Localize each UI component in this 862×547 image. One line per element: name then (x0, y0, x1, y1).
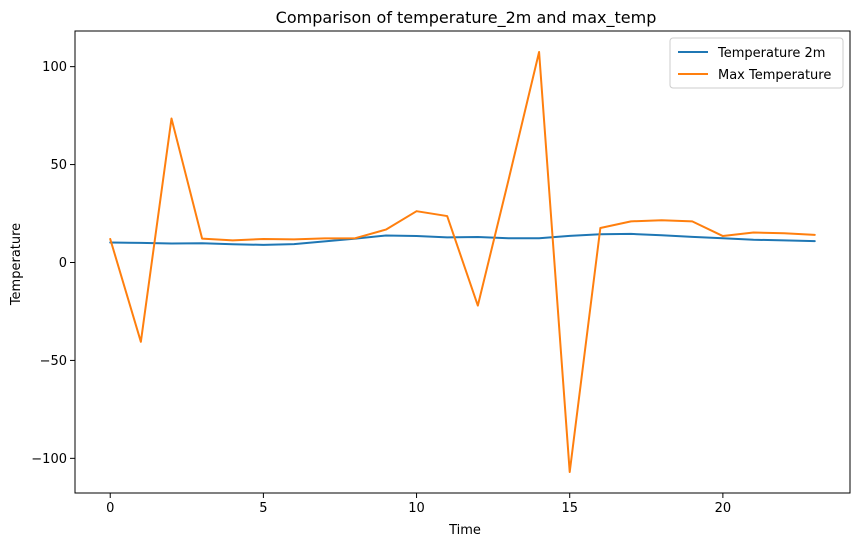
legend-label-2: Max Temperature (718, 68, 831, 83)
y-tick-label: 100 (42, 60, 67, 75)
x-tick-label: 0 (106, 501, 114, 516)
series-line-1 (109, 232, 816, 246)
legend (669, 37, 844, 89)
y-tick-label: 50 (50, 158, 67, 173)
y-tick-label: 0 (59, 256, 67, 271)
y-axis-label: Temperature (9, 223, 24, 306)
series-line-2 (109, 50, 816, 474)
chart-title: Comparison of temperature_2m and max_tem… (276, 8, 657, 28)
legend-label-1: Temperature 2m (717, 46, 825, 61)
x-tick-label: 15 (561, 501, 578, 516)
x-tick-label: 10 (408, 501, 425, 516)
x-axis-label: Time (448, 523, 481, 538)
y-tick-label: −100 (31, 452, 67, 467)
y-tick-label: −50 (40, 354, 67, 369)
x-tick-label: 5 (259, 501, 267, 516)
x-tick-label: 20 (715, 501, 732, 516)
